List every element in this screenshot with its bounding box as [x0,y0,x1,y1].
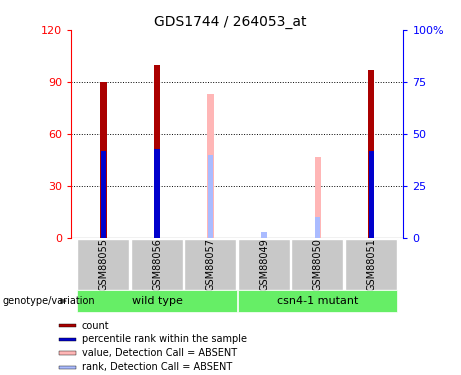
Bar [207,94,214,238]
Bar [368,70,374,238]
FancyBboxPatch shape [77,290,237,312]
Bar [59,351,76,355]
Text: GSM88057: GSM88057 [206,238,216,291]
Text: wild type: wild type [132,296,183,306]
Text: GSM88055: GSM88055 [99,238,109,291]
Text: genotype/variation: genotype/variation [2,296,95,306]
Bar [261,232,267,238]
Bar [315,217,320,238]
Bar [154,64,160,238]
Bar [59,324,76,327]
Text: GSM88051: GSM88051 [366,238,376,291]
Bar [100,82,107,238]
Text: GDS1744 / 264053_at: GDS1744 / 264053_at [154,15,307,29]
Text: value, Detection Call = ABSENT: value, Detection Call = ABSENT [82,348,237,358]
Bar [368,151,374,238]
FancyBboxPatch shape [238,290,397,312]
Bar [59,366,76,369]
Text: GSM88049: GSM88049 [259,238,269,291]
Bar [208,155,213,238]
Bar [101,151,106,238]
Bar [154,148,160,238]
Bar [59,338,76,341]
FancyBboxPatch shape [345,238,397,290]
FancyBboxPatch shape [131,238,183,290]
Text: GSM88056: GSM88056 [152,238,162,291]
FancyBboxPatch shape [291,238,343,290]
Text: count: count [82,321,109,331]
Text: percentile rank within the sample: percentile rank within the sample [82,334,247,345]
Bar [314,157,321,238]
FancyBboxPatch shape [184,238,236,290]
FancyBboxPatch shape [238,238,290,290]
Text: rank, Detection Call = ABSENT: rank, Detection Call = ABSENT [82,362,232,372]
Text: GSM88050: GSM88050 [313,238,323,291]
Text: csn4-1 mutant: csn4-1 mutant [277,296,358,306]
FancyBboxPatch shape [77,238,129,290]
